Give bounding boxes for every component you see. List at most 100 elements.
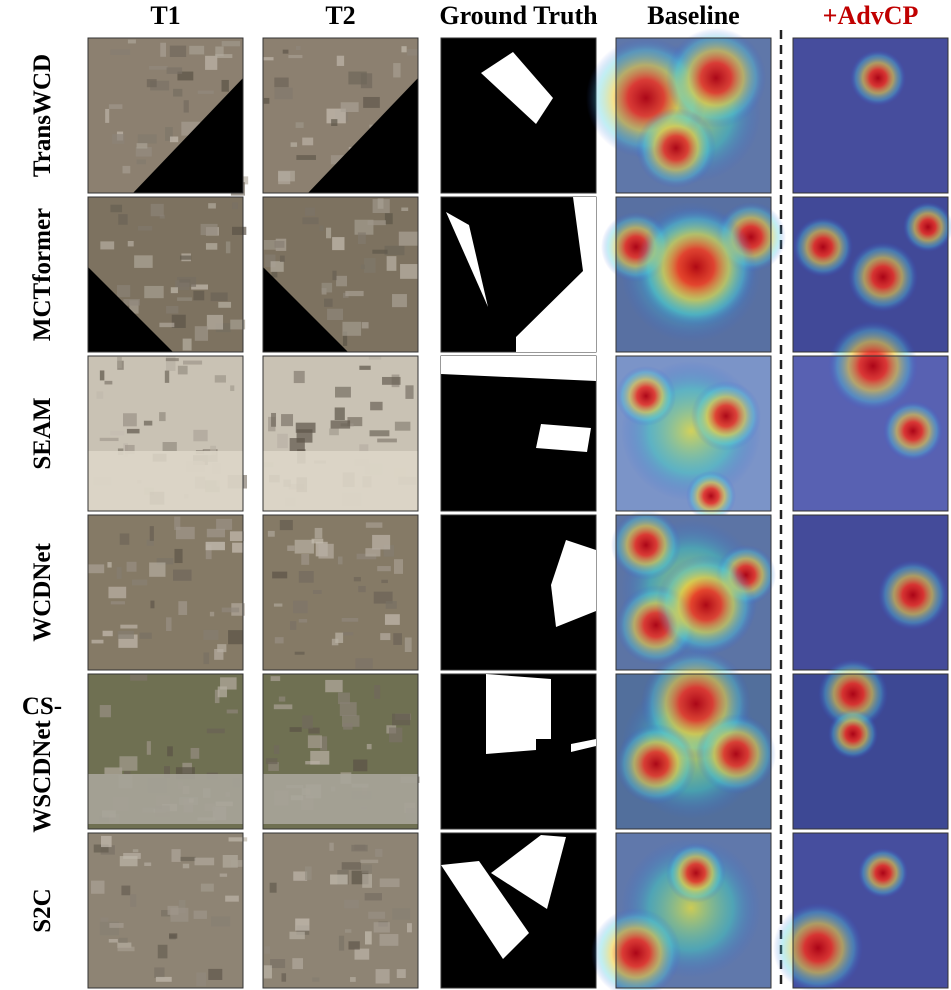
texture — [342, 331, 348, 346]
image-background — [263, 833, 418, 988]
change-region — [571, 739, 596, 752]
texture — [205, 55, 218, 70]
image-border — [262, 355, 419, 512]
texture — [200, 223, 218, 236]
texture — [182, 863, 190, 869]
texture — [108, 586, 127, 599]
texture — [265, 758, 278, 765]
texture — [337, 692, 350, 705]
texture — [319, 225, 324, 231]
texture — [177, 71, 194, 81]
image-border — [87, 355, 244, 512]
texture — [338, 935, 345, 951]
texture — [334, 407, 345, 421]
texture — [332, 237, 345, 251]
heat-blob — [883, 401, 943, 461]
texture — [281, 973, 287, 982]
ground-truth-mask — [440, 832, 597, 989]
texture — [295, 122, 304, 128]
texture — [167, 905, 179, 915]
ground-truth-mask — [440, 514, 597, 671]
heat-blob — [591, 908, 681, 990]
heat-blob — [691, 381, 761, 451]
texture — [126, 428, 140, 434]
blank-corner — [308, 78, 418, 193]
change-region — [536, 424, 591, 452]
texture — [123, 298, 140, 306]
image-border — [87, 196, 244, 353]
image-background — [263, 515, 418, 670]
texture — [400, 264, 418, 279]
texture — [101, 835, 112, 848]
heat-blob — [793, 217, 853, 277]
runway — [263, 774, 418, 824]
texture — [270, 261, 284, 272]
texture — [91, 639, 104, 644]
ground-truth-mask — [440, 355, 597, 512]
texture — [208, 203, 216, 209]
texture — [120, 624, 138, 629]
texture — [264, 254, 276, 268]
texture — [335, 386, 351, 398]
texture — [329, 428, 339, 436]
texture — [324, 298, 333, 307]
texture — [366, 743, 372, 750]
texture — [356, 553, 377, 560]
texture — [359, 365, 371, 370]
texture — [221, 79, 229, 92]
heat-blob — [636, 207, 756, 327]
texture — [121, 885, 131, 896]
texture — [130, 894, 137, 907]
texture — [342, 632, 354, 636]
change-region — [551, 540, 596, 627]
texture — [131, 579, 148, 586]
image-border — [792, 673, 949, 830]
texture — [126, 561, 137, 572]
texture — [389, 727, 403, 743]
texture — [341, 715, 360, 727]
texture — [167, 746, 173, 757]
texture — [171, 314, 186, 328]
texture — [123, 852, 141, 859]
image-border — [262, 37, 419, 194]
texture — [363, 96, 380, 108]
ground-truth-mask — [440, 37, 597, 194]
image-border — [615, 355, 772, 512]
image-border — [792, 832, 949, 989]
heatmap — [792, 514, 949, 671]
texture — [331, 638, 339, 646]
change-region — [446, 212, 488, 307]
texture — [200, 883, 214, 892]
blank-corner — [263, 267, 348, 352]
texture — [214, 689, 220, 704]
texture — [294, 539, 314, 554]
heat-blob — [828, 709, 878, 759]
texture — [348, 71, 367, 85]
texture — [350, 977, 356, 982]
heatmap — [586, 28, 772, 194]
texture — [137, 134, 157, 144]
image-border — [87, 514, 244, 671]
texture — [281, 414, 294, 427]
texture — [225, 241, 231, 254]
image-border — [87, 673, 244, 830]
texture — [150, 80, 170, 91]
texture — [325, 679, 343, 693]
texture — [178, 900, 186, 913]
texture — [355, 658, 373, 669]
texture — [310, 750, 330, 765]
texture — [358, 585, 366, 593]
texture — [383, 545, 395, 557]
heat-blob — [773, 903, 863, 990]
texture — [401, 46, 407, 53]
column-header: Baseline — [647, 1, 739, 30]
texture — [272, 571, 288, 579]
image-border — [792, 355, 949, 512]
texture — [375, 848, 383, 857]
texture — [379, 878, 400, 888]
texture — [159, 322, 175, 328]
texture — [177, 365, 188, 375]
texture — [370, 401, 383, 411]
texture — [159, 412, 166, 422]
texture — [208, 968, 223, 980]
